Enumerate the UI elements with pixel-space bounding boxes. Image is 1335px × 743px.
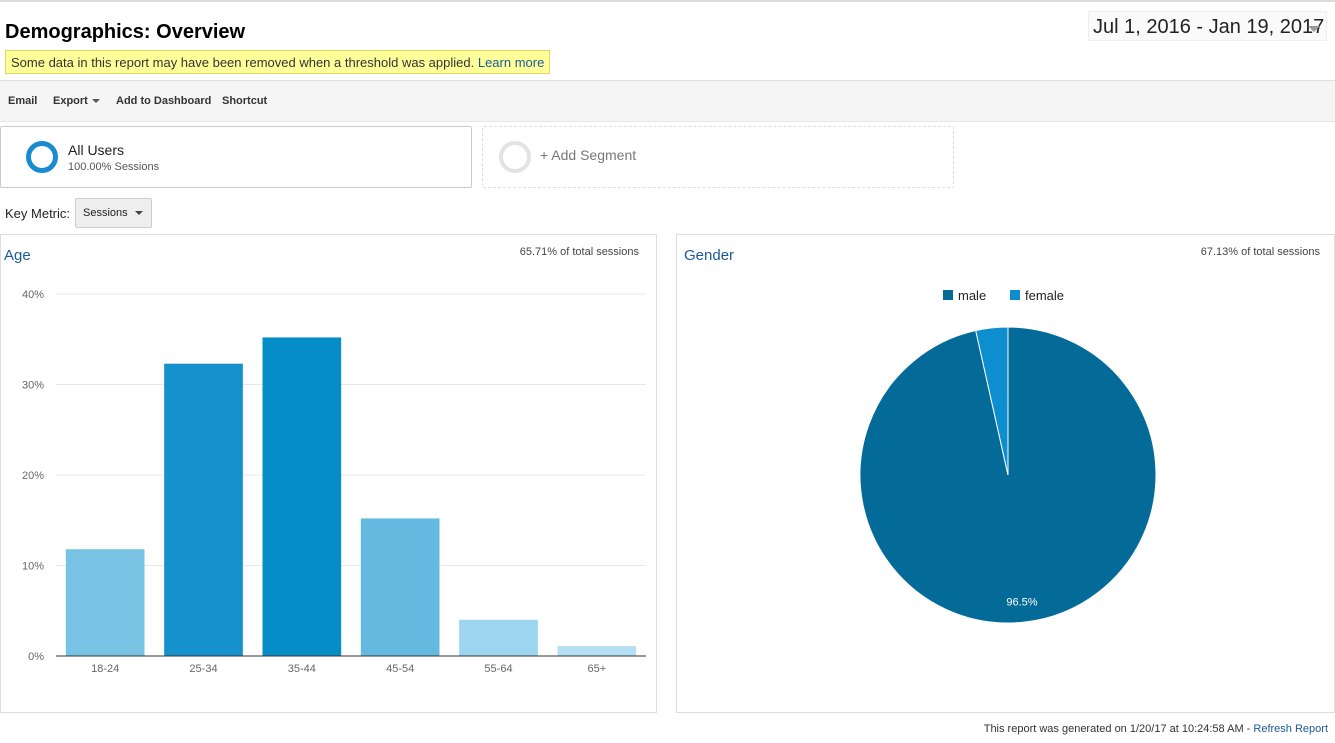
bar-25-34 bbox=[164, 363, 243, 656]
x-tick-label: 25-34 bbox=[189, 663, 217, 675]
x-tick-label: 35-44 bbox=[288, 663, 316, 675]
gender-sessions-note: 67.13% of total sessions bbox=[1200, 246, 1320, 258]
chevron-down-icon bbox=[135, 211, 143, 215]
email-button[interactable]: Email bbox=[8, 95, 38, 107]
key-metric-label: Key Metric: bbox=[5, 206, 71, 221]
empty-ring-icon bbox=[499, 141, 531, 173]
segment-sessions: 100.00% Sessions bbox=[68, 161, 160, 173]
gender-panel: Gender 67.13% of total sessions male fema… bbox=[676, 234, 1335, 713]
bar-65+ bbox=[557, 646, 637, 656]
date-range-picker[interactable]: Jul 1, 2016 - Jan 19, 2017 bbox=[1088, 11, 1327, 41]
x-tick-label: 55-64 bbox=[484, 663, 512, 675]
x-tick-label: 65+ bbox=[587, 663, 606, 675]
segment-name: All Users bbox=[68, 142, 125, 158]
y-tick-label: 30% bbox=[22, 380, 44, 392]
x-tick-label: 45-54 bbox=[386, 663, 414, 675]
bar-55-64 bbox=[459, 619, 538, 656]
y-tick-label: 40% bbox=[22, 289, 44, 301]
pie-label-male: 96.5% bbox=[1006, 597, 1037, 609]
chevron-down-icon bbox=[91, 99, 100, 104]
y-tick-label: 0% bbox=[28, 651, 44, 663]
segment-ring-icon bbox=[26, 141, 58, 173]
legend-swatch-male bbox=[943, 290, 953, 300]
add-to-dashboard-button[interactable]: Add to Dashboard bbox=[116, 95, 212, 107]
legend-label-female: female bbox=[1025, 288, 1064, 303]
add-segment-label: + Add Segment bbox=[540, 147, 637, 163]
report-footer: This report was generated on 1/20/17 at … bbox=[984, 723, 1328, 735]
y-tick-label: 20% bbox=[22, 470, 44, 482]
x-tick-label: 18-24 bbox=[91, 663, 119, 675]
page-title: Demographics: Overview bbox=[5, 21, 246, 43]
shortcut-button[interactable]: Shortcut bbox=[222, 95, 268, 107]
age-bar-chart: 0% 10% 20% 30% 40% 18-24 25-34 35-44 45-54 55-64 6… bbox=[22, 289, 646, 675]
bar-35-44 bbox=[262, 337, 342, 656]
age-panel: Age 65.71% of total sessions 0% 10% 20% 30%… bbox=[0, 234, 657, 713]
generated-text: This report was generated on 1/20/17 at … bbox=[983, 723, 1251, 735]
age-panel-title: Age bbox=[4, 247, 31, 264]
segment-all-users[interactable]: All Users 100.00% Sessions bbox=[0, 126, 472, 188]
threshold-notice: Some data in this report may have been r… bbox=[5, 50, 551, 74]
key-metric-value: Sessions bbox=[83, 207, 128, 219]
top-border bbox=[0, 0, 1335, 2]
learn-more-link[interactable]: Learn more bbox=[477, 55, 545, 70]
report-toolbar: Email Export Add to Dashboard Shortcut bbox=[0, 80, 1335, 122]
export-button[interactable]: Export bbox=[53, 95, 100, 107]
gender-panel-title: Gender bbox=[684, 247, 735, 264]
gender-pie-chart: male female 96.5% bbox=[859, 288, 1157, 624]
pie-slice-female bbox=[975, 326, 1009, 476]
bar-45-54 bbox=[360, 518, 440, 656]
key-metric-select[interactable]: Sessions bbox=[75, 198, 152, 228]
export-label: Export bbox=[53, 95, 88, 107]
age-sessions-note: 65.71% of total sessions bbox=[519, 246, 639, 258]
bar-18-24 bbox=[65, 549, 145, 656]
add-segment-button[interactable]: + Add Segment bbox=[482, 126, 954, 188]
legend-swatch-female bbox=[1010, 290, 1020, 300]
date-range-value: Jul 1, 2016 - Jan 19, 2017 bbox=[1093, 16, 1325, 38]
chevron-down-icon bbox=[1308, 26, 1320, 32]
y-tick-label: 10% bbox=[22, 561, 44, 573]
legend-label-male: male bbox=[958, 288, 986, 303]
threshold-notice-text: Some data in this report may have been r… bbox=[11, 55, 475, 70]
refresh-report-link[interactable]: Refresh Report bbox=[1253, 723, 1328, 735]
